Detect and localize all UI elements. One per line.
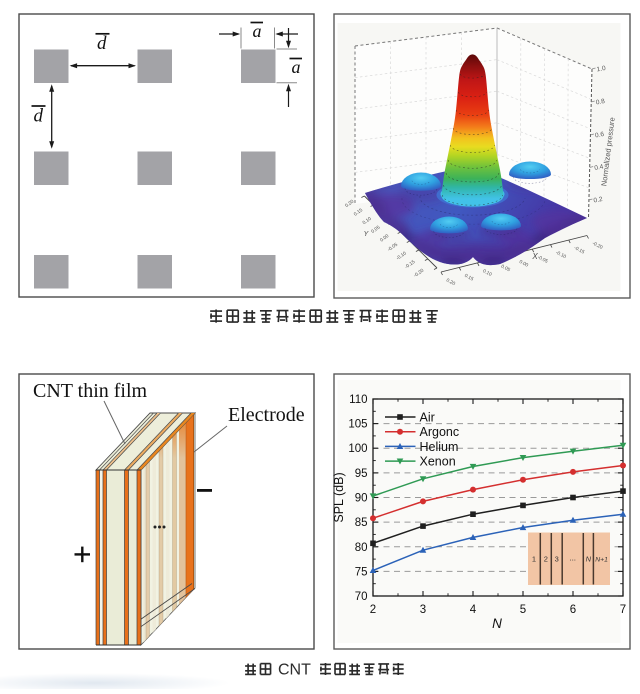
svg-text:d: d bbox=[34, 106, 44, 127]
svg-text:7: 7 bbox=[620, 604, 626, 616]
svg-text:80: 80 bbox=[355, 542, 368, 554]
svg-text:70: 70 bbox=[355, 591, 368, 603]
svg-text:CNT: CNT bbox=[278, 662, 311, 679]
svg-text:3: 3 bbox=[420, 604, 426, 616]
svg-text:a: a bbox=[292, 57, 301, 77]
svg-text:N+1: N+1 bbox=[595, 557, 608, 564]
svg-text:SPL (dB): SPL (dB) bbox=[332, 472, 346, 522]
svg-text:105: 105 bbox=[348, 419, 367, 431]
svg-text:Argonc: Argonc bbox=[420, 425, 460, 439]
svg-text:2: 2 bbox=[370, 604, 376, 616]
svg-text:CNT thin film: CNT thin film bbox=[33, 380, 148, 402]
svg-text:a: a bbox=[253, 21, 262, 41]
svg-text:Helium: Helium bbox=[420, 440, 459, 454]
svg-text:85: 85 bbox=[355, 517, 368, 529]
svg-text:X: X bbox=[531, 252, 538, 261]
svg-text:3: 3 bbox=[555, 555, 559, 564]
svg-text:4: 4 bbox=[470, 604, 477, 616]
svg-text:5: 5 bbox=[520, 604, 526, 616]
svg-text:d: d bbox=[97, 33, 107, 54]
svg-text:Air: Air bbox=[420, 411, 435, 425]
svg-text:1: 1 bbox=[532, 555, 536, 564]
svg-text:Electrode: Electrode bbox=[228, 404, 305, 426]
svg-text:N: N bbox=[492, 616, 502, 631]
svg-text:2: 2 bbox=[544, 555, 548, 564]
svg-text:110: 110 bbox=[349, 394, 367, 406]
svg-text:N: N bbox=[586, 555, 592, 564]
svg-text:95: 95 bbox=[355, 468, 368, 480]
svg-text:Xenon: Xenon bbox=[420, 455, 456, 469]
svg-text:...: ... bbox=[569, 554, 576, 563]
svg-text:75: 75 bbox=[355, 566, 368, 578]
svg-text:6: 6 bbox=[570, 604, 576, 616]
svg-text:90: 90 bbox=[355, 493, 368, 505]
svg-text:100: 100 bbox=[348, 443, 367, 455]
